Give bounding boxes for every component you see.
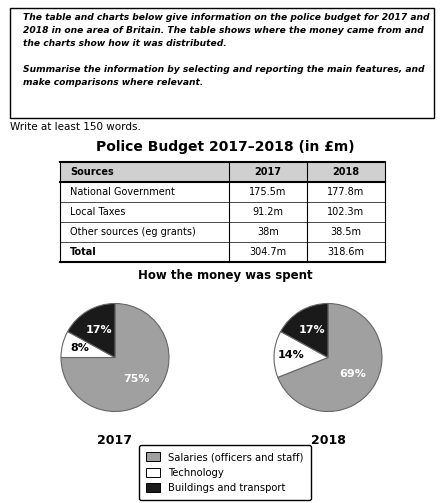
Text: The table and charts below give information on the police budget for 2017 and
20: The table and charts below give informat… — [23, 14, 429, 87]
Bar — [60, 242, 385, 262]
Text: 17%: 17% — [85, 324, 112, 334]
Text: 91.2m: 91.2m — [253, 207, 284, 217]
Text: Local Taxes: Local Taxes — [70, 207, 125, 217]
Bar — [60, 222, 385, 242]
Wedge shape — [278, 303, 382, 411]
Text: 8%: 8% — [70, 344, 89, 354]
Text: Total: Total — [70, 247, 96, 257]
Text: 177.8m: 177.8m — [327, 187, 365, 197]
Text: National Government: National Government — [70, 187, 174, 197]
Wedge shape — [281, 303, 328, 358]
Text: 318.6m: 318.6m — [328, 247, 365, 257]
Bar — [60, 162, 385, 182]
FancyBboxPatch shape — [10, 8, 434, 118]
Wedge shape — [274, 331, 328, 377]
Text: Sources: Sources — [70, 167, 114, 177]
Legend: Salaries (officers and staff), Technology, Buildings and transport: Salaries (officers and staff), Technolog… — [139, 445, 311, 500]
Text: 75%: 75% — [123, 374, 149, 383]
Text: Other sources (eg grants): Other sources (eg grants) — [70, 227, 195, 237]
Text: 2018: 2018 — [310, 435, 345, 448]
Text: 14%: 14% — [278, 350, 305, 360]
Bar — [60, 202, 385, 222]
Text: 304.7m: 304.7m — [250, 247, 286, 257]
Text: Police Budget 2017–2018 (in £m): Police Budget 2017–2018 (in £m) — [96, 140, 354, 154]
Text: 69%: 69% — [339, 369, 366, 379]
Bar — [60, 182, 385, 202]
Text: 17%: 17% — [298, 324, 325, 334]
Text: 102.3m: 102.3m — [327, 207, 365, 217]
Text: Write at least 150 words.: Write at least 150 words. — [10, 123, 141, 132]
Wedge shape — [61, 303, 169, 411]
Text: 2017: 2017 — [254, 167, 281, 177]
Text: 38.5m: 38.5m — [330, 227, 361, 237]
Wedge shape — [67, 303, 115, 358]
Text: 2018: 2018 — [333, 167, 360, 177]
Wedge shape — [61, 331, 115, 358]
Text: 175.5m: 175.5m — [250, 187, 287, 197]
Text: 2017: 2017 — [98, 435, 132, 448]
Text: How the money was spent: How the money was spent — [138, 269, 312, 282]
Text: 38m: 38m — [257, 227, 279, 237]
